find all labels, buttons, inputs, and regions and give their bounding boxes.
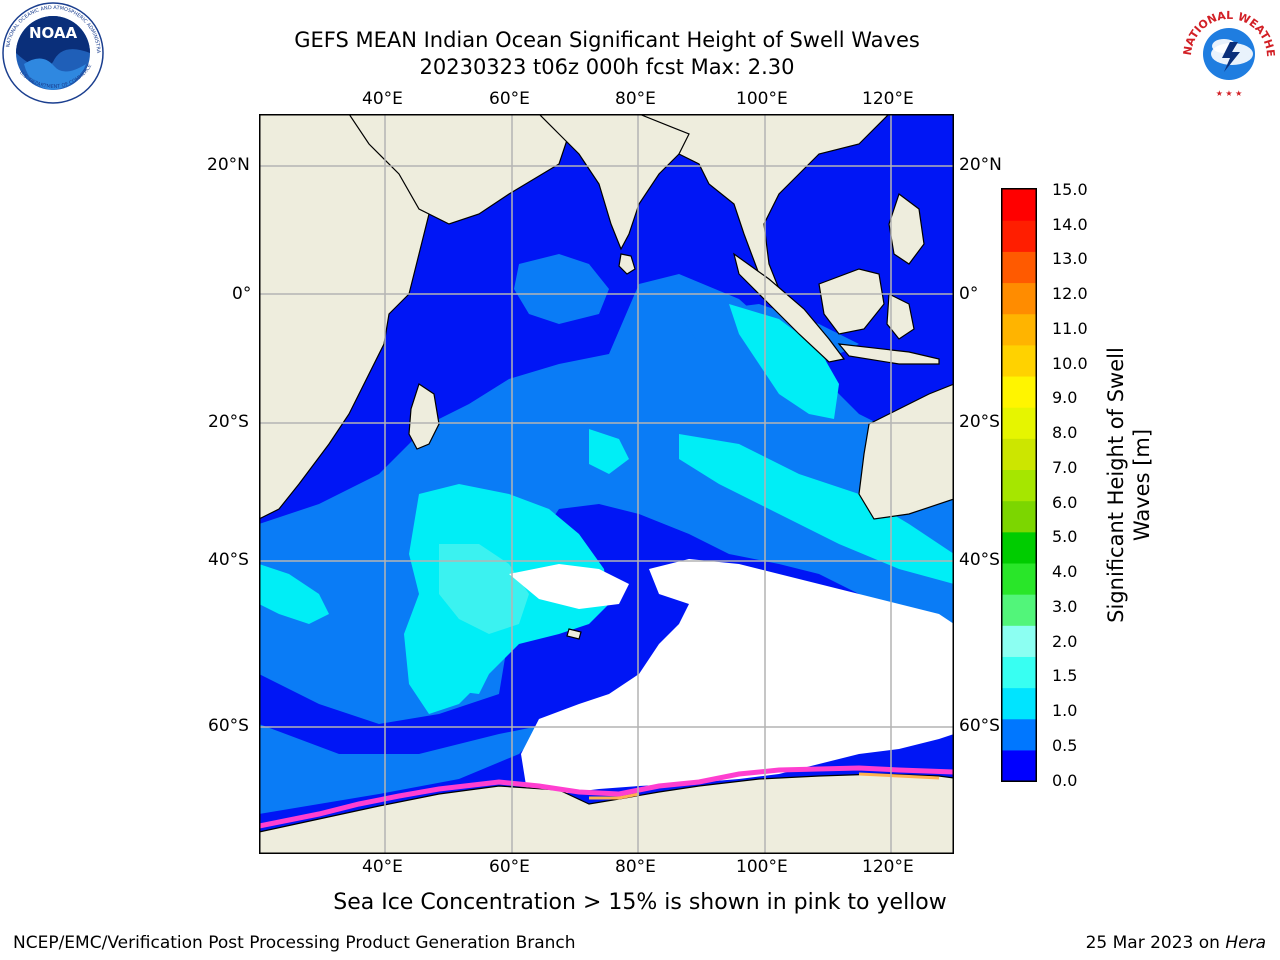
lat-tick-right: 40°S	[959, 550, 1000, 570]
map-title: GEFS MEAN Indian Ocean Significant Heigh…	[294, 28, 920, 52]
colorbar-segment	[1002, 220, 1036, 252]
lon-tick-bottom: 60°E	[489, 857, 530, 877]
land-java	[837, 343, 940, 365]
swell-band-high	[259, 564, 329, 624]
land-madagascar	[408, 383, 440, 450]
swell-band-high	[409, 634, 489, 694]
colorbar-segment	[1002, 531, 1036, 564]
map-border	[259, 114, 954, 854]
land-australia	[858, 383, 954, 520]
colorbar-segment	[1002, 313, 1036, 346]
colorbar-label: 9.0	[1052, 388, 1078, 407]
swell-band-high2	[439, 544, 529, 634]
sea-ice-edge	[589, 772, 940, 800]
land-kerguelen	[566, 628, 582, 640]
svg-text:NOAA: NOAA	[29, 24, 78, 42]
footer-date: 25 Mar 2023 on Hera	[1086, 933, 1266, 953]
lat-tick-right: 60°S	[959, 716, 1000, 736]
colorbar-label: 0.0	[1052, 771, 1078, 790]
swell-height-map	[259, 114, 954, 854]
lat-tick-left: 0°	[232, 284, 252, 304]
footer-credit: NCEP/EMC/Verification Post Processing Pr…	[13, 933, 576, 953]
lat-tick-left: 20°S	[208, 412, 249, 432]
colorbar-segment	[1002, 594, 1036, 626]
lon-tick-top: 40°E	[362, 89, 403, 109]
colorbar-label: 1.0	[1052, 701, 1078, 720]
lon-tick-bottom: 100°E	[736, 857, 788, 877]
noaa-logo: NOAA NATIONAL OCEANIC AND ATMOSPHERIC AD…	[0, 0, 104, 104]
lon-tick-top: 100°E	[736, 89, 788, 109]
lon-tick-bottom: 120°E	[862, 857, 914, 877]
lon-tick-bottom: 40°E	[362, 857, 403, 877]
colorbar-label: 13.0	[1052, 249, 1088, 268]
colorbar-segment	[1002, 562, 1036, 595]
colorbar-segment	[1002, 438, 1036, 471]
sea-ice-note: Sea Ice Concentration > 15% is shown in …	[333, 890, 947, 915]
colorbar-border	[1001, 188, 1037, 782]
sea-ice-area	[509, 564, 629, 609]
colorbar-label: 8.0	[1052, 423, 1078, 442]
lon-tick-top: 120°E	[862, 89, 914, 109]
lat-tick-left: 40°S	[208, 550, 249, 570]
footer-machine: Hera	[1225, 933, 1266, 953]
svg-text:★ ★ ★: ★ ★ ★	[1216, 89, 1243, 98]
colorbar-segment	[1002, 344, 1036, 377]
map-grid	[259, 114, 954, 854]
colorbar-segment	[1002, 687, 1036, 720]
colorbar	[1001, 188, 1037, 782]
colorbar-segment	[1002, 749, 1036, 782]
lon-tick-bottom: 80°E	[615, 857, 656, 877]
colorbar-label: 10.0	[1052, 354, 1088, 373]
colorbar-label: 11.0	[1052, 319, 1088, 338]
land-srilanka	[618, 253, 636, 275]
land-islands	[886, 293, 915, 340]
swell-band-high	[729, 304, 839, 419]
land-antarctica	[259, 773, 954, 854]
nws-logo: NATIONAL WEATHER SERVICE ★ ★ ★	[1176, 0, 1278, 100]
colorbar-label: 14.0	[1052, 215, 1088, 234]
colorbar-title: Significant Height of Swell Waves [m]	[1103, 285, 1155, 685]
colorbar-label: 4.0	[1052, 562, 1078, 581]
lat-tick-left: 60°S	[208, 716, 249, 736]
colorbar-label: 0.5	[1052, 736, 1078, 755]
colorbar-segment	[1002, 500, 1036, 533]
colorbar-label: 1.5	[1052, 666, 1078, 685]
swell-band-mid	[514, 254, 609, 324]
colorbar-segment	[1002, 251, 1036, 284]
colorbar-label: 7.0	[1052, 458, 1078, 477]
colorbar-segment	[1002, 625, 1036, 657]
colorbar-label: 15.0	[1052, 180, 1088, 199]
lat-tick-right: 20°S	[959, 412, 1000, 432]
map-subtitle: 20230323 t06z 000h fcst Max: 2.30	[419, 55, 795, 79]
colorbar-segment	[1002, 469, 1036, 502]
colorbar-title-line2: Waves [m]	[1130, 428, 1154, 542]
lat-tick-left: 20°N	[207, 155, 250, 175]
swell-band-high	[679, 434, 954, 584]
colorbar-label: 3.0	[1052, 597, 1078, 616]
colorbar-label: 6.0	[1052, 493, 1078, 512]
footer-date-text: 25 Mar 2023 on	[1085, 933, 1226, 953]
land-borneo	[818, 268, 885, 335]
colorbar-title-line1: Significant Height of Swell	[1104, 347, 1128, 623]
land-islands	[888, 193, 925, 265]
colorbar-segment	[1002, 189, 1036, 221]
colorbar-segment	[1002, 407, 1036, 439]
colorbar-segment	[1002, 282, 1036, 315]
colorbar-segment	[1002, 375, 1036, 408]
colorbar-segment	[1002, 718, 1036, 751]
lat-tick-right: 0°	[959, 284, 979, 304]
lon-tick-top: 60°E	[489, 89, 530, 109]
lon-tick-top: 80°E	[615, 89, 656, 109]
colorbar-segment	[1002, 656, 1036, 689]
colorbar-label: 12.0	[1052, 284, 1088, 303]
lat-tick-right: 20°N	[959, 155, 1002, 175]
colorbar-label: 2.0	[1052, 632, 1078, 651]
sea-ice-area	[521, 559, 954, 804]
swell-band-mid	[259, 724, 549, 814]
colorbar-label: 5.0	[1052, 527, 1078, 546]
swell-band-high	[589, 429, 629, 474]
